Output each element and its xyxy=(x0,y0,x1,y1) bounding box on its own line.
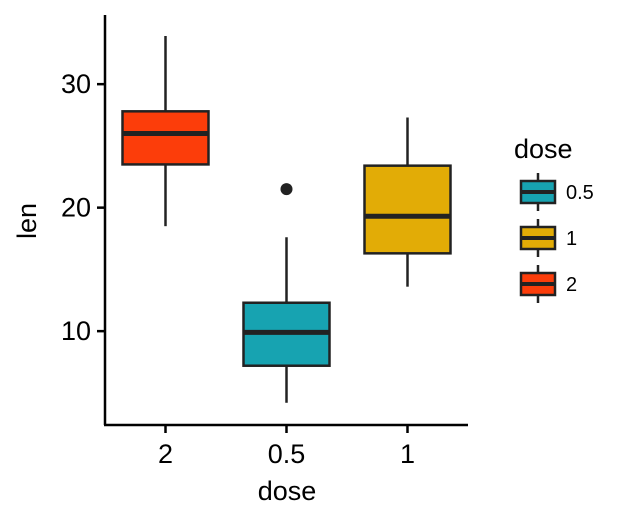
box-body xyxy=(363,164,452,255)
y-tick-label: 10 xyxy=(61,316,91,346)
legend-item-2: 2 xyxy=(519,265,577,303)
x-tick-label: 1 xyxy=(400,439,415,469)
legend-label: 2 xyxy=(566,274,577,296)
box-0-5 xyxy=(242,183,331,403)
box-2 xyxy=(121,35,210,227)
legend-item-0-5: 0.5 xyxy=(519,173,594,211)
x-tick-label: 0.5 xyxy=(268,439,306,469)
x-axis-title: dose xyxy=(258,476,317,506)
box-body xyxy=(121,110,210,166)
x-tick-label: 2 xyxy=(158,439,173,469)
y-tick-label: 20 xyxy=(61,193,91,223)
legend-item-1: 1 xyxy=(519,219,577,257)
legend-title: dose xyxy=(514,134,573,164)
plot-area xyxy=(121,35,452,403)
y-tick-label: 30 xyxy=(61,69,91,99)
legend-label: 0.5 xyxy=(566,182,594,204)
legend-label: 1 xyxy=(566,228,577,250)
box-1 xyxy=(363,117,452,287)
legend: dose 0.5 1 2 xyxy=(514,134,594,303)
axes: 10 20 30 2 0.5 1 xyxy=(61,15,468,469)
outlier-point xyxy=(280,183,293,196)
y-axis-title: len xyxy=(12,203,42,239)
